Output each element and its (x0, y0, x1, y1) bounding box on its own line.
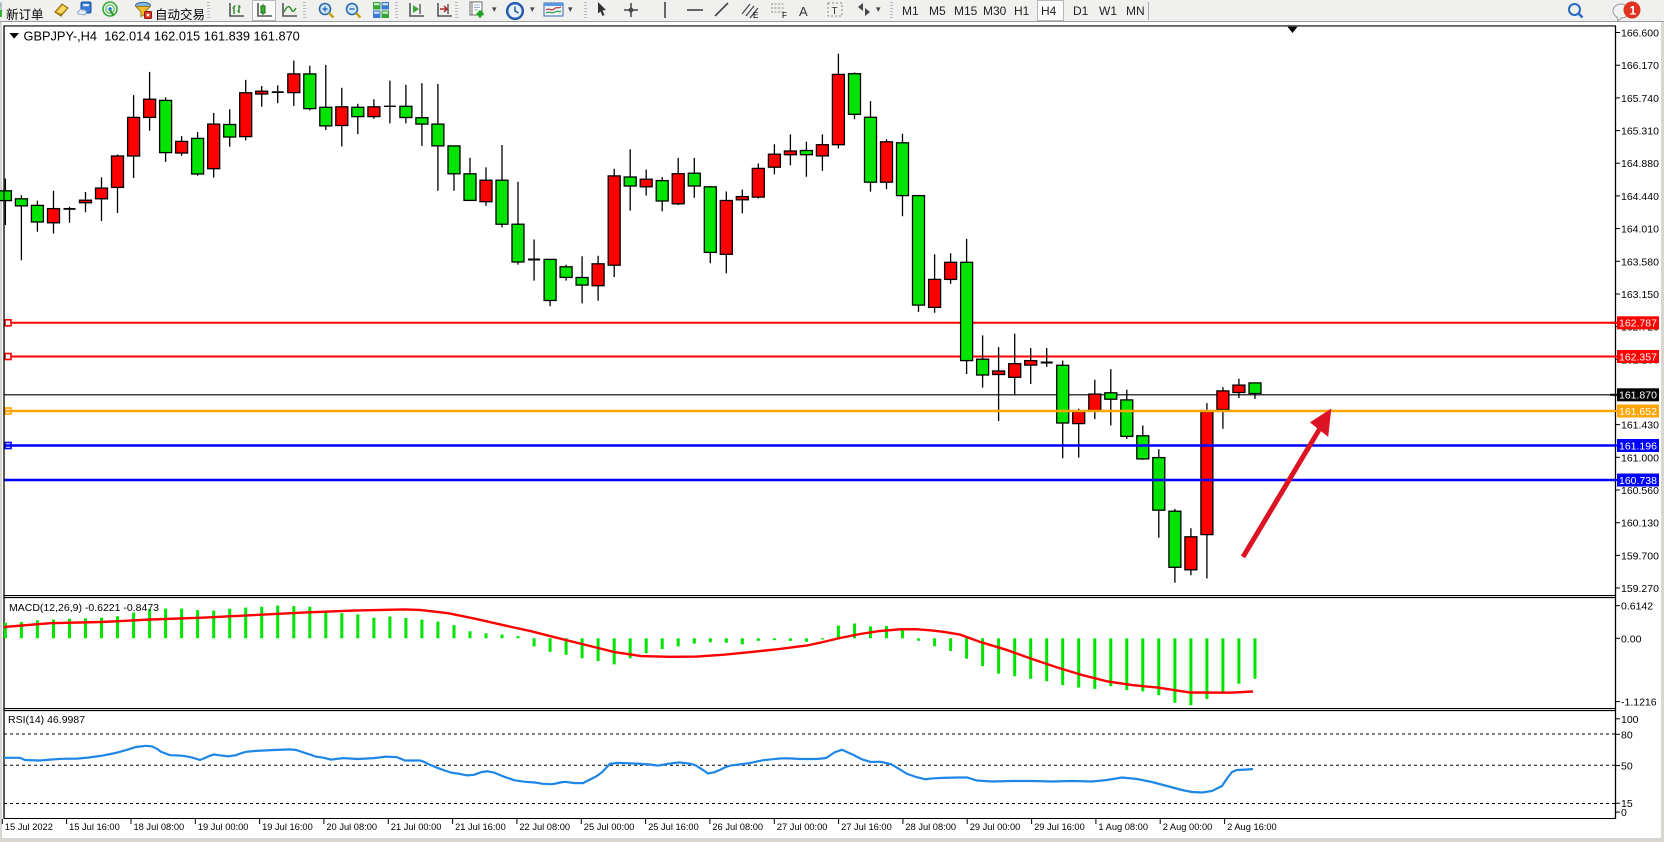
svg-text:162.787: 162.787 (1619, 318, 1657, 330)
svg-text:29 Jul 16:00: 29 Jul 16:00 (1034, 822, 1085, 832)
svg-text:162.357: 162.357 (1619, 351, 1657, 363)
svg-text:161.430: 161.430 (1621, 420, 1659, 432)
svg-text:20 Jul 08:00: 20 Jul 08:00 (326, 822, 377, 832)
svg-text:163.150: 163.150 (1621, 289, 1659, 301)
svg-text:21 Jul 16:00: 21 Jul 16:00 (455, 822, 506, 832)
svg-text:0: 0 (1621, 807, 1627, 819)
svg-text:165.740: 165.740 (1621, 93, 1659, 105)
svg-text:166.600: 166.600 (1621, 28, 1659, 40)
svg-text:1 Aug 08:00: 1 Aug 08:00 (1098, 822, 1148, 832)
svg-text:160.560: 160.560 (1621, 485, 1659, 497)
svg-text:T: T (832, 6, 838, 17)
svg-text:161.652: 161.652 (1619, 406, 1657, 418)
svg-text:25 Jul 00:00: 25 Jul 00:00 (584, 822, 635, 832)
svg-text:19 Jul 16:00: 19 Jul 16:00 (262, 822, 313, 832)
svg-text:GBPJPY-,H4 162.014 162.015 16: GBPJPY-,H4 162.014 162.015 161.839 161.8… (24, 28, 300, 43)
svg-text:160.130: 160.130 (1621, 518, 1659, 530)
svg-text:18 Jul 08:00: 18 Jul 08:00 (134, 822, 185, 832)
svg-text:159.270: 159.270 (1621, 583, 1659, 595)
svg-text:100: 100 (1621, 714, 1639, 726)
svg-text:50: 50 (1621, 761, 1633, 773)
svg-text:163.580: 163.580 (1621, 256, 1659, 268)
svg-text:F: F (782, 11, 787, 20)
svg-text:0.6142: 0.6142 (1621, 601, 1653, 613)
svg-text:26 Jul 08:00: 26 Jul 08:00 (712, 822, 763, 832)
svg-text:MACD(12,26,9) -0.6221 -0.8473: MACD(12,26,9) -0.6221 -0.8473 (9, 602, 159, 614)
svg-text:25 Jul 16:00: 25 Jul 16:00 (648, 822, 699, 832)
svg-text:1: 1 (1630, 4, 1637, 18)
svg-text:27 Jul 16:00: 27 Jul 16:00 (841, 822, 892, 832)
svg-text:2 Aug 00:00: 2 Aug 00:00 (1163, 822, 1213, 832)
svg-text:29 Jul 00:00: 29 Jul 00:00 (970, 822, 1021, 832)
svg-text:21 Jul 00:00: 21 Jul 00:00 (391, 822, 442, 832)
svg-text:28 Jul 08:00: 28 Jul 08:00 (905, 822, 956, 832)
svg-text:22 Jul 08:00: 22 Jul 08:00 (519, 822, 570, 832)
svg-text:161.870: 161.870 (1619, 390, 1657, 402)
svg-text:166.170: 166.170 (1621, 60, 1659, 72)
svg-text:0.00: 0.00 (1621, 633, 1642, 645)
svg-text:80: 80 (1621, 729, 1633, 741)
svg-text:15: 15 (1621, 798, 1633, 810)
svg-text:RSI(14) 46.9987: RSI(14) 46.9987 (8, 714, 85, 726)
svg-text:165.310: 165.310 (1621, 126, 1659, 138)
svg-text:164.440: 164.440 (1621, 191, 1659, 203)
svg-text:19 Jul 00:00: 19 Jul 00:00 (198, 822, 249, 832)
svg-text:E: E (753, 11, 758, 20)
svg-text:2 Aug 16:00: 2 Aug 16:00 (1227, 822, 1277, 832)
svg-text:160.738: 160.738 (1619, 475, 1657, 487)
svg-text:164.880: 164.880 (1621, 158, 1659, 170)
svg-text:161.000: 161.000 (1621, 452, 1659, 464)
svg-text:164.010: 164.010 (1621, 224, 1659, 236)
svg-text:159.700: 159.700 (1621, 550, 1659, 562)
svg-text:-1.1216: -1.1216 (1621, 697, 1657, 709)
svg-text:15 Jul 16:00: 15 Jul 16:00 (69, 822, 120, 832)
svg-text:161.196: 161.196 (1619, 440, 1657, 452)
svg-text:15 Jul 2022: 15 Jul 2022 (5, 822, 53, 832)
svg-text:27 Jul 00:00: 27 Jul 00:00 (777, 822, 828, 832)
